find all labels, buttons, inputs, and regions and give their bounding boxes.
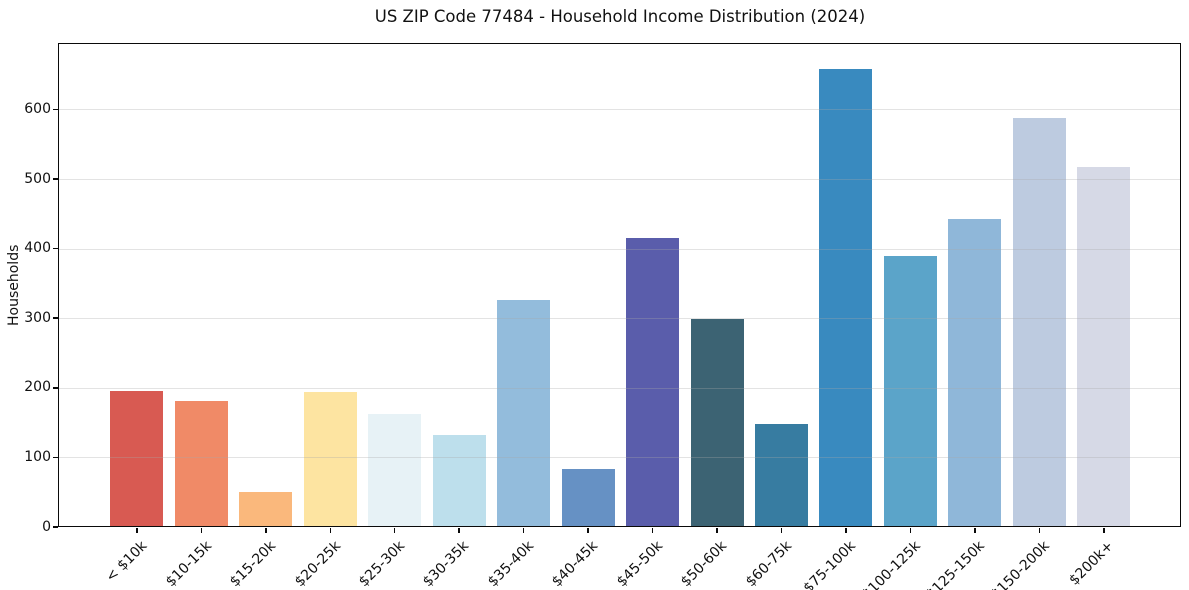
gridline [59,179,1181,181]
gridline [59,248,1181,250]
x-tick-mark [974,527,976,533]
x-tick-mark [909,527,912,533]
x-tick-mark [458,527,460,533]
y-tick-mark [53,456,58,459]
x-tick-mark [200,527,203,533]
bar [239,491,293,527]
bar [690,318,744,527]
bar [755,424,808,527]
x-tick-mark [845,527,847,533]
x-tick-mark [651,527,654,533]
x-tick-mark [393,527,396,533]
bar [432,435,486,527]
bar [303,391,357,527]
bar [174,401,228,527]
bar [1012,117,1066,527]
bar [948,218,1002,527]
y-tick-mark [53,387,58,389]
y-tick-label: 300 [24,309,51,326]
bar [497,300,551,527]
x-tick-mark [780,527,783,533]
y-tick-label: 400 [24,240,51,257]
y-tick-label: 600 [24,100,51,117]
y-tick-mark [53,247,58,250]
gridline [59,457,1181,459]
x-tick-mark [265,527,267,533]
y-tick-label: 200 [24,379,51,396]
y-tick-label: 100 [24,448,51,465]
bar [110,391,164,527]
bar [626,238,680,527]
bar [1077,167,1131,527]
y-tick-mark [53,178,58,180]
x-tick-mark [1038,527,1041,533]
x-tick-mark [587,527,589,533]
plot-area [59,44,1181,527]
bar [368,413,422,527]
gridline [59,109,1181,111]
bar [883,255,937,527]
y-tick-mark [53,108,58,111]
bar [561,469,615,527]
gridline [59,318,1181,320]
chart-title: US ZIP Code 77484 - Household Income Dis… [374,7,866,26]
x-tick-mark [522,527,525,533]
x-tick-mark [1103,527,1105,533]
y-tick-label: 500 [24,170,51,187]
y-tick-mark [53,317,58,319]
gridline [59,387,1181,389]
x-tick-mark [136,527,138,533]
y-tick-mark [53,526,58,528]
bar [819,69,873,527]
x-tick-mark [329,527,332,533]
x-tick-mark [716,527,718,533]
y-tick-label: 0 [42,518,51,535]
